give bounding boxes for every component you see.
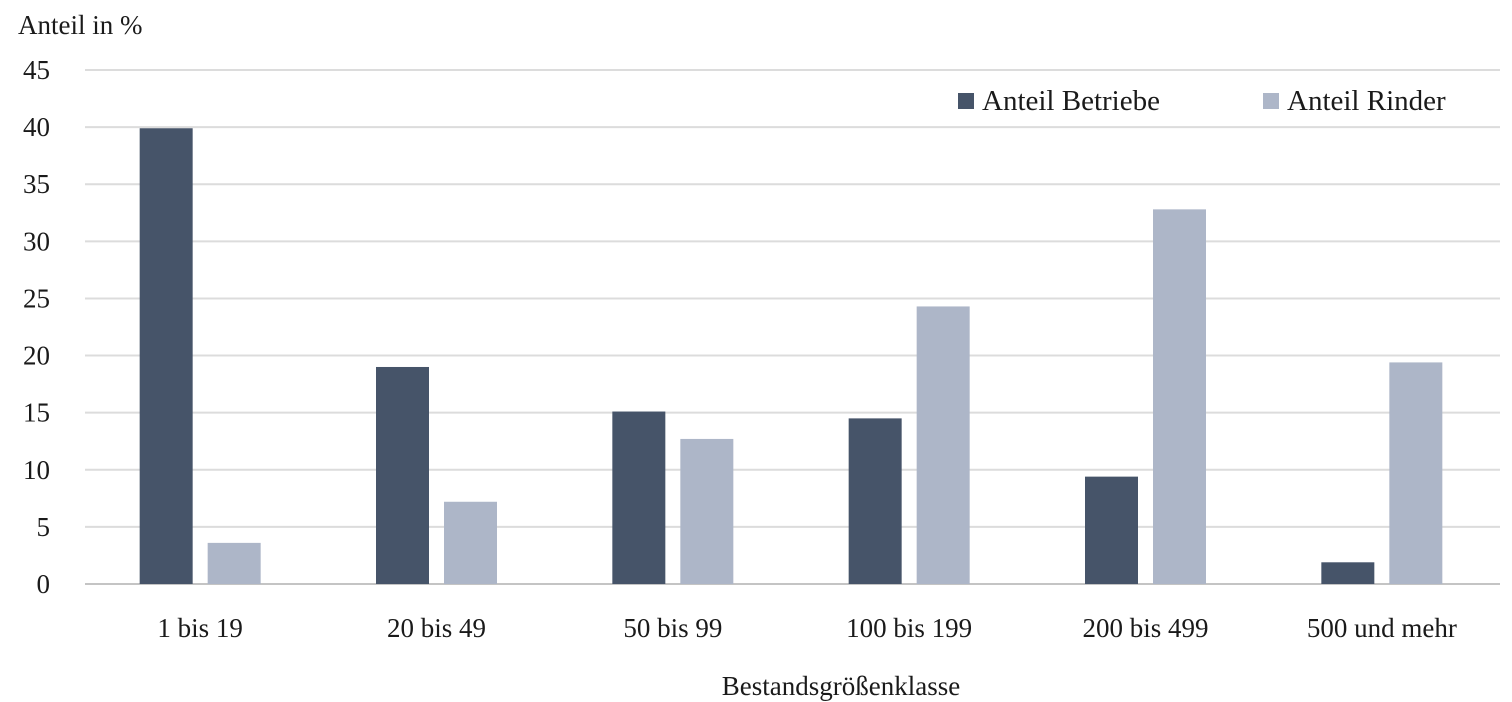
x-tick-labels: 1 bis 19 20 bis 49 50 bis 99 100 bis 199 200… (157, 613, 1456, 643)
y-tick-label: 0 (37, 569, 51, 599)
y-tick-label: 25 (23, 283, 50, 313)
legend-swatch-betriebe (958, 93, 974, 109)
bar-betriebe-2 (612, 411, 666, 584)
y-tick-label: 45 (23, 55, 50, 85)
bar-rinder-2 (680, 438, 734, 584)
bar-rinder-5 (1389, 362, 1443, 584)
x-axis-title: Bestandsgrößenklasse (722, 671, 960, 701)
y-tick-labels: 0 5 10 15 20 25 30 35 40 45 (23, 55, 50, 599)
x-tick-label: 20 bis 49 (387, 613, 486, 643)
x-tick-label: 100 bis 199 (846, 613, 972, 643)
x-tick-label: 50 bis 99 (623, 613, 722, 643)
x-tick-label: 200 bis 499 (1082, 613, 1208, 643)
bar-rinder-0 (207, 542, 261, 584)
bar-betriebe-4 (1085, 476, 1138, 584)
y-tick-label: 15 (23, 398, 50, 428)
x-tick-label: 500 und mehr (1307, 613, 1457, 643)
y-tick-label: 40 (23, 112, 50, 142)
legend-swatch-rinder (1263, 93, 1279, 109)
bar-rinder-3 (916, 306, 970, 584)
x-tick-label: 1 bis 19 (157, 613, 243, 643)
legend: Anteil Betriebe Anteil Rinder (958, 85, 1446, 117)
bar-betriebe-5 (1321, 562, 1375, 584)
legend-label-betriebe: Anteil Betriebe (982, 85, 1160, 117)
bar-rinder-1 (444, 501, 497, 584)
legend-label-rinder: Anteil Rinder (1287, 85, 1446, 117)
bars (139, 128, 1443, 584)
gridlines (85, 69, 1500, 585)
bar-betriebe-3 (848, 418, 902, 584)
y-tick-label: 10 (23, 455, 50, 485)
y-tick-label: 20 (23, 341, 50, 371)
y-axis-title: Anteil in % (18, 10, 142, 40)
bar-rinder-4 (1153, 209, 1206, 584)
bar-betriebe-1 (376, 366, 429, 584)
y-tick-label: 5 (37, 512, 51, 542)
y-tick-label: 30 (23, 226, 50, 256)
y-tick-label: 35 (23, 169, 50, 199)
bar-betriebe-0 (139, 128, 193, 584)
